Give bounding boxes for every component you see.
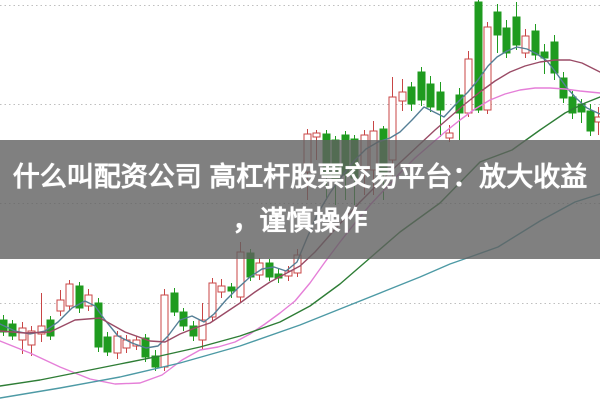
candle-body [559, 77, 568, 99]
candle-body [312, 132, 321, 138]
candle-body [436, 91, 445, 111]
candle-up [594, 107, 600, 135]
candle-up [27, 326, 36, 356]
candle-down [436, 82, 445, 137]
candle-up [122, 335, 131, 353]
candle-down [512, 2, 521, 50]
candle-body [27, 330, 36, 346]
candle-down [568, 91, 577, 119]
candle-body [586, 110, 595, 132]
candle-body [208, 282, 217, 318]
candle-down [407, 82, 416, 111]
candle-body [217, 285, 226, 293]
candle-body [493, 11, 502, 36]
candle-down [265, 259, 274, 281]
candle-up [56, 290, 65, 316]
candle-down [189, 321, 198, 341]
candle-body [531, 30, 540, 56]
candle-body [227, 286, 236, 292]
candle-body [445, 132, 454, 139]
candle-down [474, 0, 483, 113]
candle-down [493, 4, 502, 53]
candle-up [18, 322, 27, 354]
candle-body [94, 302, 103, 348]
candle-body [75, 285, 84, 309]
candle-down [170, 288, 179, 316]
candle-body [170, 292, 179, 313]
candle-body [18, 327, 27, 341]
headline-line-2: ，谨慎操作 [232, 205, 368, 236]
candle-body [512, 16, 521, 46]
candle-up [160, 289, 169, 371]
candle-body [103, 336, 112, 353]
candle-down [75, 282, 84, 313]
candle-down [426, 76, 435, 112]
candle-down [550, 35, 559, 80]
candle-body [265, 262, 274, 278]
candle-body [56, 299, 65, 312]
candle-body [568, 96, 577, 114]
candle-body [189, 325, 198, 337]
candle-body [521, 35, 530, 54]
candle-body [113, 335, 122, 354]
candle-up [37, 293, 46, 342]
candle-body [398, 91, 407, 102]
candle-up [483, 22, 492, 114]
candle-body [65, 283, 74, 307]
candle-body [151, 355, 160, 368]
candle-up [198, 303, 207, 350]
candle-body [474, 1, 483, 111]
candle-body [426, 83, 435, 108]
candle-down [103, 332, 112, 356]
candle-body [594, 116, 600, 123]
candle-body [502, 27, 511, 54]
candle-body [417, 71, 426, 101]
candle-up [84, 289, 93, 311]
headline-line-1: 什么叫配资公司 高杠杆股票交易平台：放大收益 [12, 161, 588, 192]
candle-up [464, 51, 473, 117]
candle-down [417, 67, 426, 106]
candle-body [464, 58, 473, 114]
candle-body [540, 51, 549, 59]
candle-down [227, 283, 236, 298]
candle-body [198, 319, 207, 341]
headline-overlay: 什么叫配资公司 高杠杆股票交易平台：放大收益 ，谨慎操作 [0, 140, 600, 259]
candle-up [65, 280, 74, 311]
candle-body [550, 41, 559, 74]
candle-up [521, 29, 530, 58]
ma-slow-green [0, 96, 600, 387]
candle-body [37, 325, 46, 335]
candle-down [94, 298, 103, 352]
candle-up [217, 279, 226, 298]
candle-up [208, 278, 217, 321]
candle-body [407, 86, 416, 105]
candle-down [455, 88, 464, 140]
candle-up [398, 79, 407, 111]
candle-down [151, 350, 160, 371]
candle-body [483, 26, 492, 111]
